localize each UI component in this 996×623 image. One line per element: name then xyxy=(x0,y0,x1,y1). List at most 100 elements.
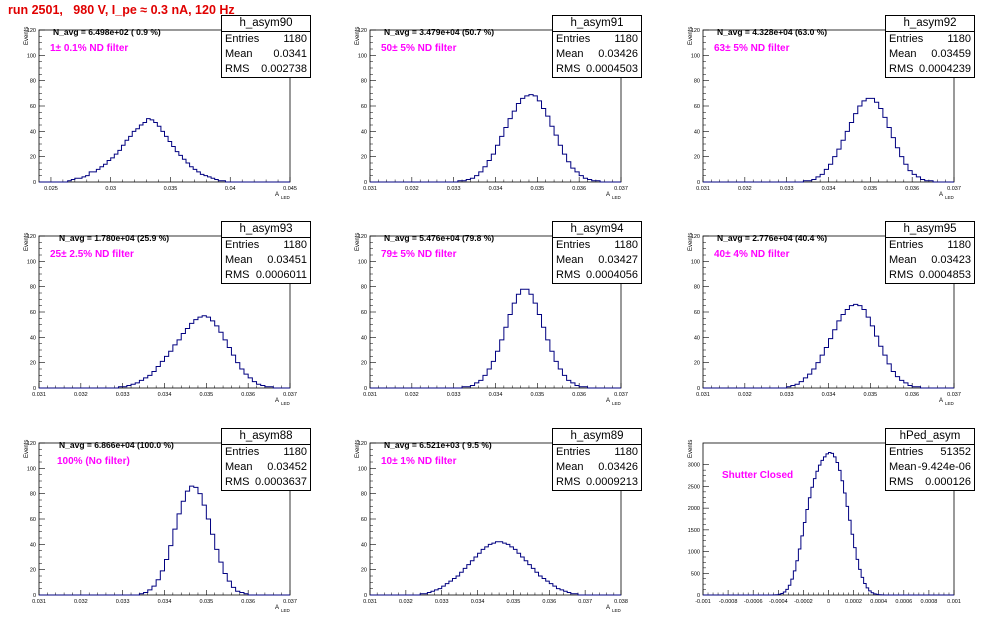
histogram-bin xyxy=(844,493,847,595)
x-axis-label-sub: LED xyxy=(612,195,621,200)
stats-row-mean: Mean-9.424e-06 xyxy=(886,460,974,475)
y-tick-label: 100 xyxy=(691,259,700,265)
histogram-bin xyxy=(177,340,181,388)
histogram-bin xyxy=(132,131,136,182)
histogram-bin xyxy=(157,126,161,182)
stats-label-mean: Mean xyxy=(225,47,253,62)
histogram-bin xyxy=(891,138,895,182)
stats-box-title: h_asym94 xyxy=(553,222,641,238)
y-tick-label: 40 xyxy=(30,129,36,135)
histogram-bin xyxy=(508,315,512,388)
y-tick-label: 20 xyxy=(694,155,700,161)
histogram-bin xyxy=(150,120,154,182)
histogram-bin xyxy=(562,154,566,182)
histogram-bins xyxy=(139,486,248,595)
histogram-bin xyxy=(198,317,202,388)
histogram-bin xyxy=(895,377,899,388)
x-tick-label: 0.035 xyxy=(863,392,877,398)
x-tick-label: 0.025 xyxy=(44,186,58,192)
histogram-bin xyxy=(463,568,467,595)
histogram-bin xyxy=(478,553,482,595)
histogram-bin xyxy=(107,160,111,182)
x-axis-label: A xyxy=(606,605,610,611)
histogram-bin xyxy=(194,487,198,595)
stats-value-rms: 0.0009213 xyxy=(586,475,638,490)
histogram-bin xyxy=(156,580,160,595)
histogram-bin xyxy=(152,372,156,388)
histogram-bin xyxy=(168,141,172,182)
histogram-bin xyxy=(854,114,858,182)
histogram-bin xyxy=(854,304,858,388)
y-tick-label: 80 xyxy=(30,79,36,85)
histogram-bin xyxy=(78,178,82,182)
x-tick-label: 0.031 xyxy=(32,599,46,605)
histogram-bin xyxy=(475,383,479,388)
x-tick-label: 0.034 xyxy=(822,392,836,398)
histogram-bin xyxy=(139,125,143,182)
histogram-bin xyxy=(816,177,820,182)
y-axis-label: Events xyxy=(24,27,30,45)
histogram-bin xyxy=(198,494,202,595)
histogram-bin xyxy=(435,590,439,595)
stats-value-entries: 1180 xyxy=(283,238,307,253)
x-tick-label: 0.045 xyxy=(283,186,297,192)
histogram-bin xyxy=(883,117,887,182)
histogram-bin xyxy=(808,498,811,595)
histogram-bin xyxy=(129,136,133,182)
histogram-bin xyxy=(575,172,579,182)
histogram-bin xyxy=(504,327,508,388)
x-tick-label: 0.035 xyxy=(199,392,213,398)
histogram-bin xyxy=(539,576,543,595)
histogram-bin xyxy=(197,172,201,182)
navg-label: N_avg = 1.780e+04 (25.9 %) xyxy=(59,233,169,243)
filter-label: 40± 4% ND filter xyxy=(714,249,790,260)
y-tick-label: 40 xyxy=(30,335,36,341)
stats-value-mean: 0.03426 xyxy=(598,47,638,62)
histogram-bin xyxy=(517,553,521,595)
histogram-bin xyxy=(154,122,158,182)
y-tick-label: 40 xyxy=(361,542,367,548)
histogram-bin xyxy=(125,140,129,182)
histogram-bin xyxy=(533,303,537,388)
histogram-bin xyxy=(904,164,908,182)
histogram-bin xyxy=(529,95,533,182)
histogram-bin xyxy=(834,457,837,595)
x-tick-label: 0.036 xyxy=(905,186,919,192)
histogram-bin xyxy=(550,351,554,388)
histogram-bin xyxy=(533,96,537,182)
histogram-bin xyxy=(821,460,824,595)
stats-label-rms: RMS xyxy=(225,475,249,490)
histogram-bin xyxy=(866,317,870,388)
y-tick-label: 500 xyxy=(691,571,700,577)
y-axis-label: Events xyxy=(24,233,30,251)
y-tick-label: 80 xyxy=(361,79,367,85)
histogram-bin xyxy=(870,326,874,388)
x-tick-label: 0.034 xyxy=(822,186,836,192)
navg-label: N_avg = 3.479e+04 (50.7 %) xyxy=(384,27,494,37)
x-tick-label: 0.038 xyxy=(614,599,628,605)
stats-value-rms: 0.0006011 xyxy=(256,268,307,283)
x-tick-label: 0.0004 xyxy=(870,599,887,605)
x-tick-label: 0.037 xyxy=(947,186,961,192)
x-tick-label: 0.033 xyxy=(116,392,130,398)
histogram-bin xyxy=(223,340,227,388)
histogram-bin xyxy=(528,565,532,595)
histogram-bin xyxy=(86,176,90,182)
histogram-bin xyxy=(499,542,503,595)
histogram-bin xyxy=(512,111,516,182)
histogram-bin xyxy=(173,529,177,595)
x-tick-label: 0.033 xyxy=(447,392,461,398)
x-axis-label: A xyxy=(606,192,610,198)
stats-value-rms: 0.0004239 xyxy=(919,62,971,77)
x-tick-label: -0.001 xyxy=(695,599,711,605)
histogram-bin xyxy=(537,315,541,388)
histogram-bin xyxy=(558,145,562,182)
